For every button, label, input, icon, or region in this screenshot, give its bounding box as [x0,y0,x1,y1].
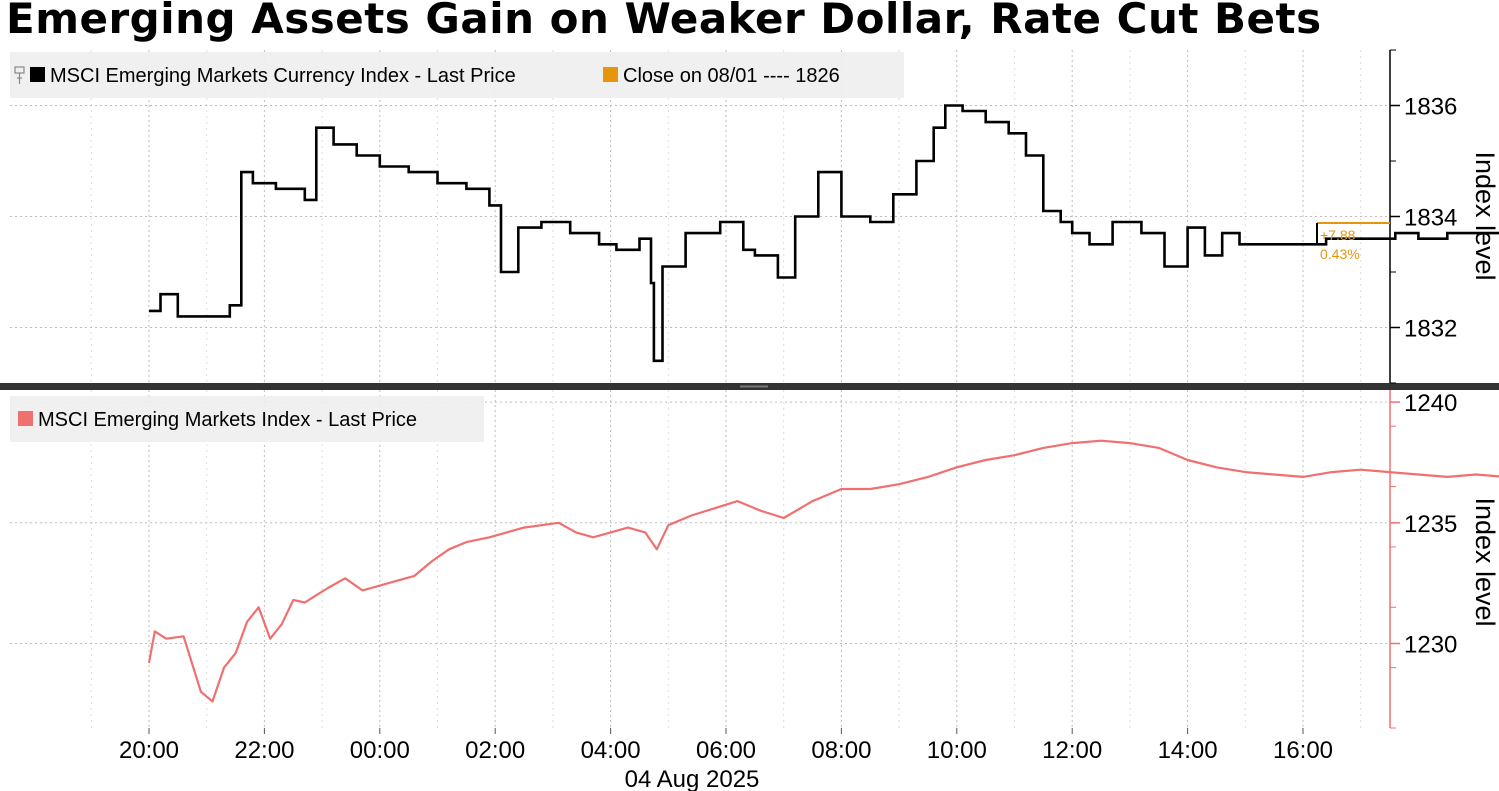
x-tick-label: 20:00 [119,737,179,764]
x-axis-date-label: 04 Aug 2025 [625,766,760,791]
x-tick-label: 04:00 [581,737,641,764]
currency-legend-label: MSCI Emerging Markets Currency Index - L… [50,65,516,87]
bottom-legend-box [10,396,484,442]
chart-title: Emerging Assets Gain on Weaker Dollar, R… [6,0,1322,43]
top-legend-box [10,52,904,98]
x-tick-label: 22:00 [234,737,294,764]
change-percent: 0.43% [1320,246,1360,262]
x-tick-label: 08:00 [811,737,871,764]
currency-legend-swatch [30,67,45,82]
x-tick-label: 16:00 [1273,737,1333,764]
y-tick-label: 1235 [1404,511,1457,538]
currency-index-line [149,104,1499,363]
top-y-ticks: 1832 1834 1836 [1390,49,1457,384]
y-tick-label: 1230 [1404,632,1457,659]
bottom-y-axis-label: Index level [1470,497,1499,626]
y-tick-label: 1832 [1404,316,1457,343]
bottom-grid [10,390,1388,728]
y-tick-label: 1834 [1404,205,1457,232]
x-tick-label: 12:00 [1042,737,1102,764]
top-legend: MSCI Emerging Markets Currency Index - L… [10,52,904,98]
x-tick-label: 02:00 [465,737,525,764]
bottom-y-ticks: 1230 1235 1240 [1390,390,1457,729]
equity-legend-swatch [18,411,33,426]
equity-index-line [147,439,1499,703]
x-axis-ticks: 20:00 22:00 00:00 02:00 04:00 06:00 08:00 10:00… [119,728,1333,764]
top-y-axis-label: Index level [1470,151,1499,280]
y-tick-label: 1240 [1404,390,1457,417]
close-legend-label: Close on 08/01 ---- 1826 [623,65,840,87]
legend-toggle-icon[interactable] [14,66,25,84]
x-tick-label: 10:00 [927,737,987,764]
y-tick-label: 1836 [1404,94,1457,121]
top-grid [10,50,1388,383]
x-tick-label: 14:00 [1158,737,1218,764]
equity-legend-label: MSCI Emerging Markets Index - Last Price [38,409,417,431]
x-tick-label: 00:00 [350,737,410,764]
bottom-legend: MSCI Emerging Markets Index - Last Price [10,396,484,442]
close-legend-swatch [603,67,618,82]
change-absolute: +7.88 [1320,227,1356,243]
x-tick-label: 06:00 [696,737,756,764]
